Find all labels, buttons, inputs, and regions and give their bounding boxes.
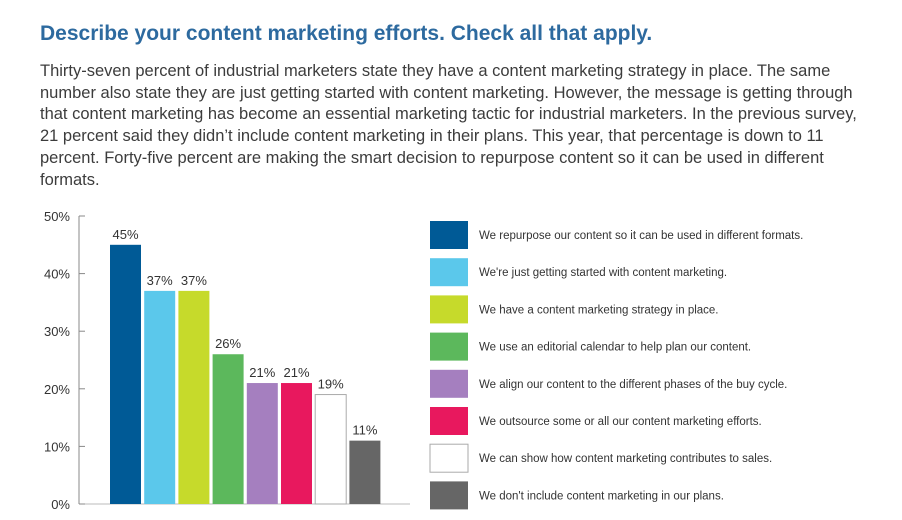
- bar: [144, 290, 176, 504]
- legend-entry-label: We don't include content marketing in ou…: [479, 490, 724, 502]
- legend-entry-label: We can show how content marketing contri…: [479, 453, 772, 465]
- legend-entry-label: We use an editorial calendar to help pla…: [479, 342, 751, 354]
- legend-swatch: [430, 332, 468, 361]
- legend-swatch: [430, 481, 468, 510]
- legend: We repurpose our content so it can be us…: [429, 221, 803, 510]
- legend-swatch: [430, 221, 468, 249]
- legend-entry-label: We outsource some or all our content mar…: [479, 416, 762, 428]
- bar: [178, 290, 210, 504]
- bar-data-label: 37%: [147, 273, 173, 288]
- chart-question-heading: Describe your content marketing efforts.…: [40, 22, 653, 45]
- bars: [110, 244, 381, 505]
- bar: [314, 394, 347, 505]
- bar: [246, 383, 278, 504]
- intro-paragraph: Thirty-seven percent of industrial marke…: [40, 62, 857, 189]
- bar: [212, 354, 244, 504]
- legend-entry-label: We're just getting started with content …: [479, 267, 727, 279]
- y-tick-label: 20%: [44, 382, 70, 397]
- bar-data-label: 19%: [318, 377, 344, 392]
- bar-data-label: 26%: [215, 336, 241, 351]
- bar-data-label: 11%: [352, 423, 377, 438]
- bar-data-label: 45%: [112, 227, 138, 242]
- y-tick-label: 30%: [44, 324, 70, 339]
- bar: [349, 440, 381, 504]
- y-tick-label: 10%: [44, 439, 70, 454]
- legend-entry-label: We have a content marketing strategy in …: [479, 304, 719, 316]
- y-tick-label: 40%: [44, 267, 70, 282]
- legend-entry-label: We align our content to the different ph…: [479, 379, 787, 391]
- bar-data-label: 21%: [249, 365, 275, 380]
- bar: [281, 383, 312, 504]
- y-tick-label: 50%: [44, 209, 70, 224]
- legend-swatch: [430, 369, 468, 398]
- y-tick-label: 0%: [51, 497, 70, 512]
- data-labels: 45% 37% 37% 26% 21% 21% 19% 11%: [112, 227, 377, 438]
- bar: [110, 244, 141, 505]
- legend-entry-label: We repurpose our content so it can be us…: [479, 230, 803, 242]
- bar-data-label: 21%: [283, 365, 309, 380]
- legend-swatch: [429, 443, 469, 473]
- bar-data-label: 37%: [181, 273, 207, 288]
- legend-swatch: [430, 407, 468, 435]
- legend-swatch: [430, 258, 468, 287]
- legend-swatch: [430, 295, 468, 324]
